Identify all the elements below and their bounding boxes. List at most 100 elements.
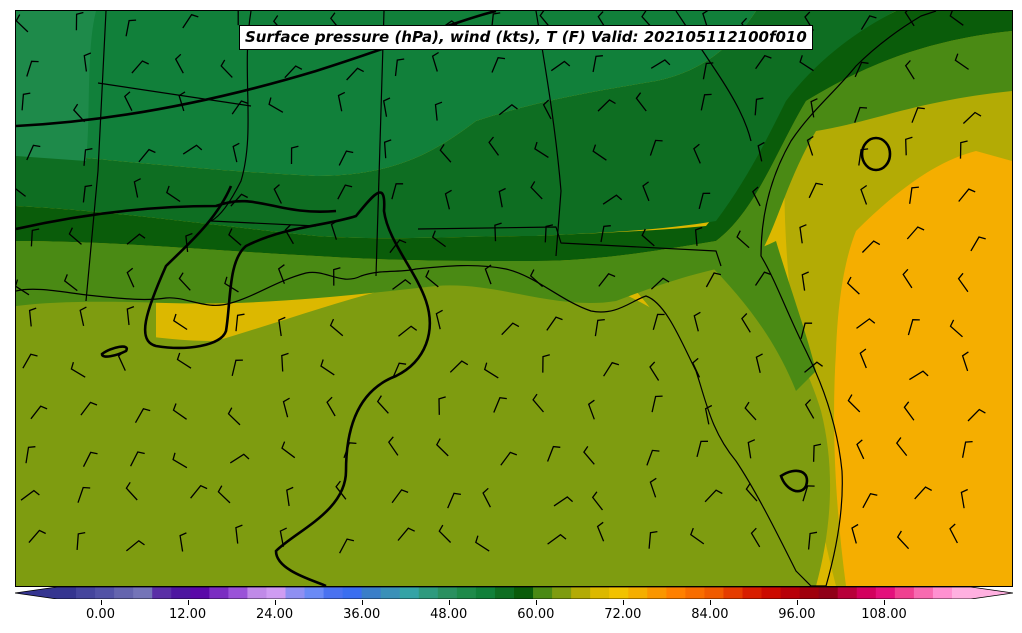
colorbar-segment [590, 587, 610, 599]
colorbar-segment [780, 587, 801, 599]
wind-barb [958, 188, 976, 202]
wind-barb [439, 144, 452, 163]
wind-barb [905, 136, 913, 156]
wind-barb [804, 361, 823, 373]
wind-barb [904, 11, 915, 27]
wind-barb [231, 100, 249, 115]
wind-barb [598, 273, 616, 287]
wind-barb [268, 97, 284, 113]
wind-barb [806, 135, 814, 156]
wind-barb [273, 184, 282, 204]
wind-barb [949, 11, 964, 26]
colorbar-segment [514, 587, 534, 599]
wind-barb [77, 486, 91, 503]
wind-barb [550, 60, 571, 72]
wind-barb [166, 185, 181, 203]
wind-barb [690, 527, 705, 545]
wind-barb [68, 227, 82, 245]
colorbar-segment [875, 587, 896, 599]
wind-barb [704, 489, 723, 503]
wind-barb [484, 264, 492, 285]
wind-barb [544, 224, 554, 243]
wind-barb [176, 352, 192, 369]
colorbar-segment [609, 587, 629, 599]
wind-barb [172, 403, 187, 420]
colorbar-segment [494, 587, 515, 599]
wind-barb [692, 357, 701, 378]
wind-barb [82, 184, 93, 203]
colorbar-segment [95, 587, 115, 599]
wind-barb [126, 267, 135, 288]
wind-barb [597, 99, 616, 112]
colorbar-tick [448, 600, 450, 605]
colorbar-segment [685, 587, 706, 599]
wind-barb [281, 352, 289, 372]
wind-barb [754, 271, 772, 286]
wind-barb [482, 487, 491, 508]
wind-barb [133, 178, 141, 198]
wind-barb [392, 362, 407, 379]
wind-barb [909, 186, 919, 204]
colorbar-segment [399, 587, 420, 599]
isobar-3 [143, 185, 431, 586]
wind-barb [801, 271, 809, 291]
wind-barb [587, 399, 595, 420]
wind-barb [138, 148, 156, 163]
wind-barb [751, 186, 761, 207]
wind-barb [702, 62, 714, 80]
colorbar-segment [456, 587, 477, 599]
isobar-4 [100, 345, 129, 358]
wind-barb [755, 353, 763, 373]
wind-barb [435, 309, 443, 330]
temp-region-southern-plains [16, 11, 1012, 261]
wind-barb [284, 224, 294, 245]
temp-region-northern-interior [16, 11, 756, 176]
wind-barb [229, 453, 250, 464]
colorbar-tick-label: 60.00 [517, 607, 555, 622]
wind-barb [745, 482, 758, 502]
wind-barb [532, 393, 544, 413]
wind-barb [949, 523, 958, 544]
wind-barb [123, 91, 133, 111]
wind-barb [346, 67, 365, 81]
wind-barb [338, 150, 354, 166]
wind-barb [394, 58, 405, 77]
wind-barb [696, 440, 709, 458]
wind-barb [592, 144, 607, 161]
state-border-2 [97, 82, 252, 107]
wind-barb [583, 446, 595, 465]
wind-barb [650, 59, 671, 69]
wind-barb [28, 307, 37, 327]
colorbar-segment [190, 587, 210, 599]
wind-barb [799, 55, 814, 72]
wind-barb [553, 496, 574, 507]
wind-barb [967, 408, 986, 422]
wind-barb [438, 396, 446, 415]
wind-barb [858, 148, 869, 166]
wind-barb [800, 322, 813, 339]
wind-barb [444, 189, 452, 210]
wind-barb [498, 103, 518, 116]
wind-barb [16, 14, 29, 33]
colorbar-tick [361, 600, 363, 605]
temp-region-gulf-nearshore [16, 288, 156, 391]
colorbar-segment [171, 587, 191, 599]
wind-barb [290, 145, 299, 165]
wind-barb [20, 489, 40, 501]
wind-barb [425, 270, 439, 288]
wind-barb [860, 15, 877, 30]
wind-barb [859, 348, 867, 369]
wind-barb [534, 141, 549, 158]
temp-region-coastal-plain [16, 31, 1012, 306]
temp-region-peninsula-north [706, 241, 816, 391]
wind-barb [546, 316, 563, 331]
colorbar-tick-label: 108.00 [861, 607, 907, 622]
wind-barb [854, 61, 869, 78]
wind-barb [651, 395, 663, 413]
wind-barb [750, 527, 761, 548]
colorbar-segment [761, 587, 782, 599]
state-border-4 [375, 11, 385, 277]
wind-barb [279, 527, 287, 547]
wind-barb [178, 91, 186, 112]
colorbar-segment [647, 587, 667, 599]
